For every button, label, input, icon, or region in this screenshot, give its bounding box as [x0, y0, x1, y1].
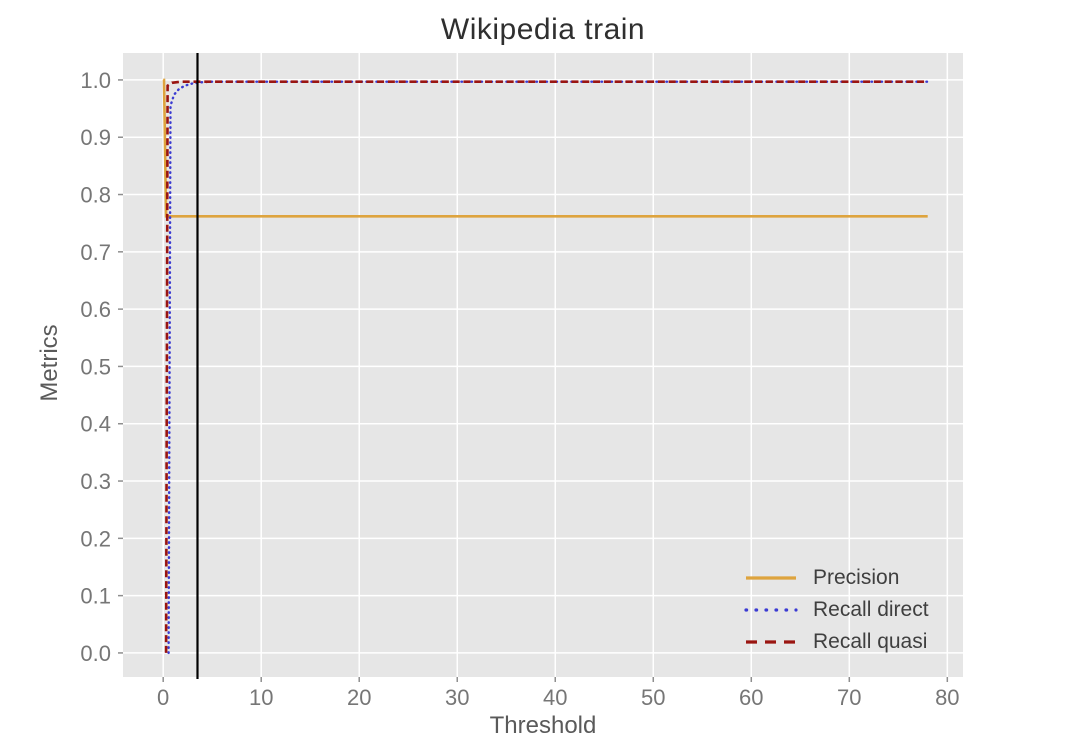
x-tick-label: 40: [543, 685, 567, 710]
x-tick-label: 30: [445, 685, 469, 710]
x-tick-label: 50: [641, 685, 665, 710]
plot-background: [123, 53, 963, 677]
x-axis-label: Threshold: [489, 712, 597, 739]
x-tick-label: 10: [249, 685, 273, 710]
y-tick-label: 0.0: [80, 641, 111, 666]
y-tick-label: 0.7: [80, 240, 111, 265]
series-line-recall-quasi: [164, 80, 928, 653]
y-tick-label: 0.1: [80, 584, 111, 609]
y-tick-label: 0.4: [80, 412, 111, 437]
legend-label-recall-direct: Recall direct: [813, 598, 929, 621]
x-tick-label: 70: [837, 685, 861, 710]
x-tick-label: 0: [157, 685, 169, 710]
legend-item-precision: Precision: [744, 562, 929, 594]
y-tick-label: 0.3: [80, 469, 111, 494]
y-tick-label: 0.8: [80, 183, 111, 208]
legend-line-sample-recall-quasi: [744, 637, 798, 647]
y-tick-label: 0.5: [80, 354, 111, 379]
legend-item-recall-direct: Recall direct: [744, 594, 929, 626]
y-axis-label: Metrics: [36, 324, 63, 402]
legend: Precision Recall direct Recall quasi: [744, 562, 929, 658]
y-tick-label: 0.6: [80, 297, 111, 322]
legend-item-recall-quasi: Recall quasi: [744, 626, 929, 658]
x-tick-label: 60: [739, 685, 763, 710]
series-line-recall-direct: [167, 80, 929, 655]
legend-label-precision: Precision: [813, 566, 900, 589]
chart-title: Wikipedia train: [440, 13, 646, 46]
legend-line-sample-precision: [744, 573, 798, 583]
y-tick-label: 0.9: [80, 125, 111, 150]
series-line-precision: [162, 78, 928, 218]
legend-line-sample-recall-direct: [744, 605, 798, 615]
y-tick-label: 1.0: [80, 68, 111, 93]
legend-label-recall-quasi: Recall quasi: [813, 630, 928, 653]
x-tick-label: 80: [935, 685, 959, 710]
x-tick-label: 20: [347, 685, 371, 710]
y-tick-label: 0.2: [80, 526, 111, 551]
